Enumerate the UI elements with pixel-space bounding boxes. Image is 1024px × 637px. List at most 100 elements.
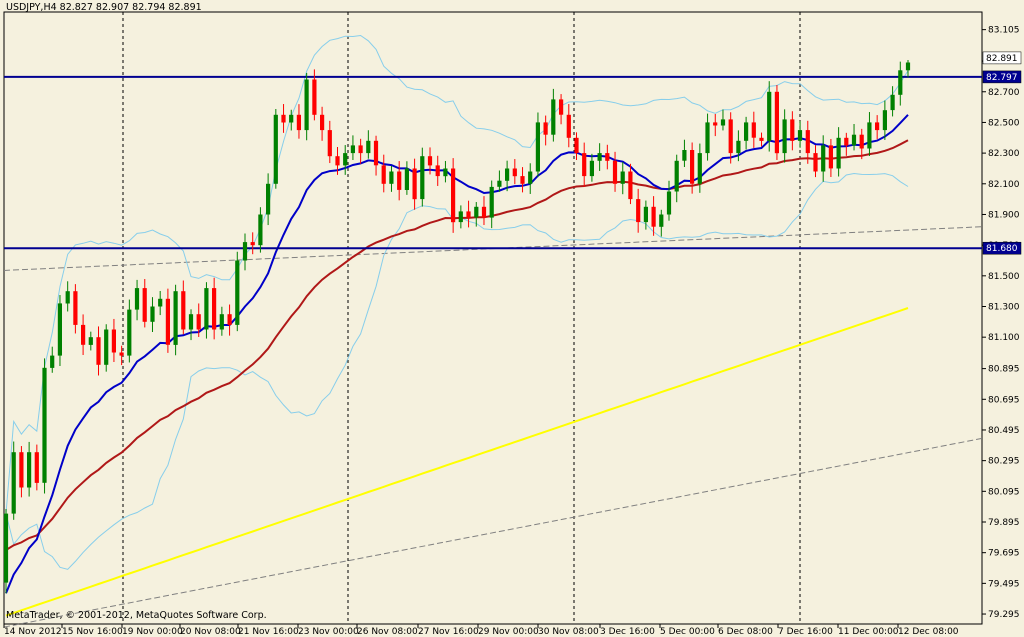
candle: [620, 162, 625, 195]
candle-body: [736, 140, 741, 154]
candle-body: [528, 171, 533, 184]
candle: [659, 209, 664, 237]
candle-body: [81, 324, 86, 345]
candle-body: [11, 452, 16, 514]
y-tick-label: 79.895: [988, 518, 1020, 528]
y-tick-label: 80.495: [988, 426, 1020, 436]
candle: [720, 109, 726, 131]
candle-body: [250, 242, 255, 246]
price-badges: 81.680 82.797 82.891: [982, 51, 1022, 255]
x-tick-label: 6 Dec 08:00: [718, 627, 773, 637]
candle: [535, 112, 540, 178]
candle-body: [42, 367, 47, 483]
candle-body: [427, 156, 433, 166]
candle-body: [844, 137, 849, 146]
candle-body: [134, 288, 140, 310]
candle-body: [882, 110, 887, 131]
candle-body: [875, 122, 880, 131]
candle: [235, 251, 240, 332]
candle: [358, 138, 363, 164]
candle: [821, 135, 826, 182]
candle-body: [890, 94, 895, 111]
candle-body: [905, 62, 911, 71]
candle-body: [805, 130, 810, 154]
candle-body: [898, 70, 903, 95]
x-tick-label: 12 Dec 08:00: [898, 627, 959, 637]
x-tick-label: 7 Dec 16:00: [778, 627, 833, 637]
candle-body: [88, 337, 93, 345]
candle: [543, 115, 548, 146]
candle-body: [443, 168, 448, 177]
candle: [304, 72, 309, 141]
candle: [481, 196, 487, 226]
candle-body: [659, 214, 664, 227]
y-tick-label: 81.500: [988, 272, 1020, 282]
candle: [134, 279, 140, 321]
candle: [844, 132, 849, 156]
candle-body: [643, 206, 648, 223]
candle: [898, 61, 903, 106]
candle: [574, 132, 579, 160]
candle-body: [759, 137, 764, 141]
x-tick-label: 11 Dec 00:00: [838, 627, 899, 637]
current-price-badge: 82.891: [986, 54, 1018, 64]
candle-body: [690, 150, 695, 184]
candle: [142, 279, 147, 328]
candle: [81, 314, 86, 356]
candle: [343, 145, 348, 175]
resistance-price-badge: 82.797: [986, 73, 1018, 83]
x-tick-label: 23 Nov 00:00: [298, 627, 359, 637]
candle: [782, 109, 787, 163]
candle: [258, 207, 263, 253]
candle-body: [474, 206, 479, 218]
candle: [466, 200, 471, 228]
candle: [204, 282, 209, 339]
candle: [188, 309, 194, 341]
candle-body: [505, 168, 510, 181]
candle: [458, 205, 463, 229]
candle: [50, 346, 55, 373]
candle: [3, 508, 9, 594]
candle: [150, 297, 155, 333]
candle: [474, 202, 479, 227]
candle: [797, 120, 803, 148]
candle: [266, 173, 271, 226]
x-tick-label: 29 Nov 00:00: [478, 627, 539, 637]
x-tick-label: 14 Nov 2012: [4, 627, 62, 637]
candle: [173, 284, 178, 356]
candle: [19, 446, 24, 498]
candle-body: [127, 309, 132, 356]
candle-body: [181, 291, 186, 330]
horizontal-levels[interactable]: [4, 75, 982, 250]
candle-body: [497, 180, 502, 187]
candle: [636, 188, 641, 233]
candle-body: [158, 298, 163, 307]
candle: [96, 326, 101, 376]
candle: [389, 165, 394, 192]
y-tick-label: 82.500: [988, 118, 1020, 128]
ma-slow-line: [5, 307, 909, 617]
candle-body: [196, 314, 201, 330]
candle: [505, 160, 510, 192]
candle-body: [535, 122, 540, 172]
candle-body: [258, 214, 263, 246]
candle-body: [142, 288, 147, 322]
candle-body: [366, 140, 371, 154]
candle-body: [397, 171, 402, 190]
candle-body: [304, 79, 309, 131]
candle-body: [242, 242, 248, 261]
candle: [520, 167, 525, 193]
candle: [790, 111, 795, 151]
candle-body: [119, 352, 124, 356]
y-tick-label: 79.295: [988, 610, 1020, 620]
candle-body: [358, 145, 363, 154]
candle: [397, 161, 402, 201]
candle-body: [720, 119, 726, 126]
candle: [813, 145, 818, 178]
candle: [119, 345, 124, 366]
candle: [875, 115, 880, 140]
candle: [867, 112, 872, 156]
candle: [196, 303, 201, 337]
